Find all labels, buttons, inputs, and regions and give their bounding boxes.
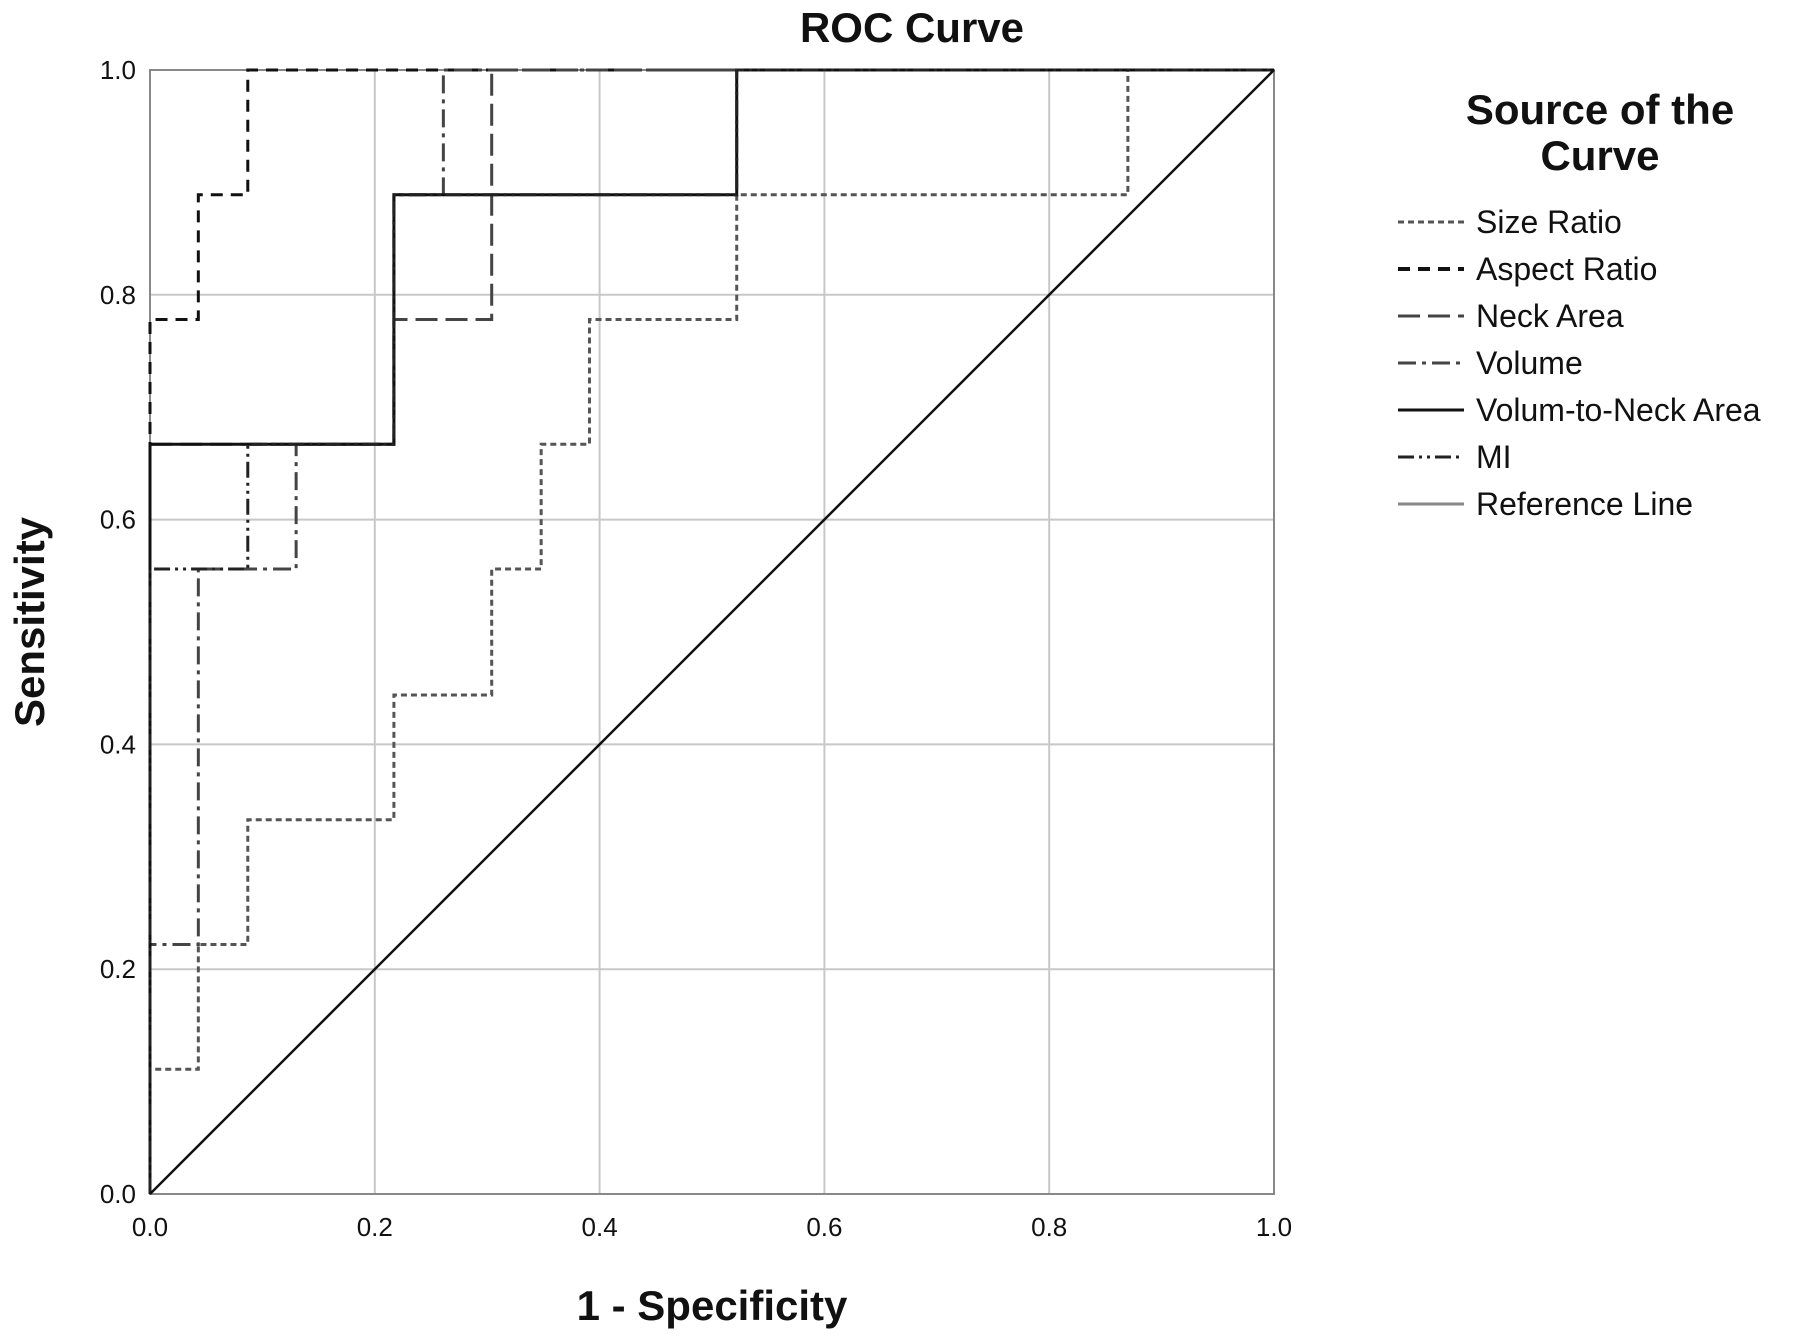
series-line-reference-line bbox=[149, 69, 1275, 1195]
y-tick-labels: 0.0 0.2 0.4 0.6 0.8 1.0 bbox=[100, 55, 136, 1209]
y-tick-label: 0.2 bbox=[100, 954, 136, 984]
legend-items: Size Ratio Aspect Ratio Neck Area Volume Vol… bbox=[1398, 204, 1761, 522]
legend-label: Volume bbox=[1476, 345, 1583, 381]
x-tick-label: 0.2 bbox=[357, 1212, 393, 1242]
x-tick-label: 0.4 bbox=[582, 1212, 618, 1242]
x-tick-label: 0.0 bbox=[132, 1212, 168, 1242]
grid-lines bbox=[150, 70, 1274, 1194]
x-tick-label: 1.0 bbox=[1256, 1212, 1292, 1242]
y-tick-label: 0.8 bbox=[100, 280, 136, 310]
legend: Source of the Curve Size Ratio Aspect Rat… bbox=[1398, 86, 1761, 522]
series-line-aspect-ratio bbox=[148, 68, 1274, 1194]
series-line-mi bbox=[148, 68, 1274, 1194]
series-lines bbox=[148, 68, 1275, 1195]
legend-label: Neck Area bbox=[1476, 298, 1624, 334]
x-tick-label: 0.8 bbox=[1031, 1212, 1067, 1242]
x-tick-labels: 0.0 0.2 0.4 0.6 0.8 1.0 bbox=[132, 1212, 1292, 1242]
legend-title: Source of the bbox=[1466, 86, 1734, 133]
x-axis-label: 1 - Specificity bbox=[577, 1282, 848, 1329]
legend-label: Aspect Ratio bbox=[1476, 251, 1657, 287]
y-tick-label: 0.0 bbox=[100, 1179, 136, 1209]
legend-label: Volum-to-Neck Area bbox=[1476, 392, 1761, 428]
y-tick-label: 1.0 bbox=[100, 55, 136, 85]
y-tick-label: 0.6 bbox=[100, 505, 136, 535]
legend-label: Reference Line bbox=[1476, 486, 1693, 522]
y-axis-label: Sensitivity bbox=[6, 516, 53, 727]
legend-label: MI bbox=[1476, 439, 1512, 475]
chart-title: ROC Curve bbox=[800, 4, 1024, 51]
legend-title-continued: Curve bbox=[1540, 132, 1659, 179]
legend-label: Size Ratio bbox=[1476, 204, 1622, 240]
x-tick-label: 0.6 bbox=[806, 1212, 842, 1242]
y-tick-label: 0.4 bbox=[100, 729, 136, 759]
